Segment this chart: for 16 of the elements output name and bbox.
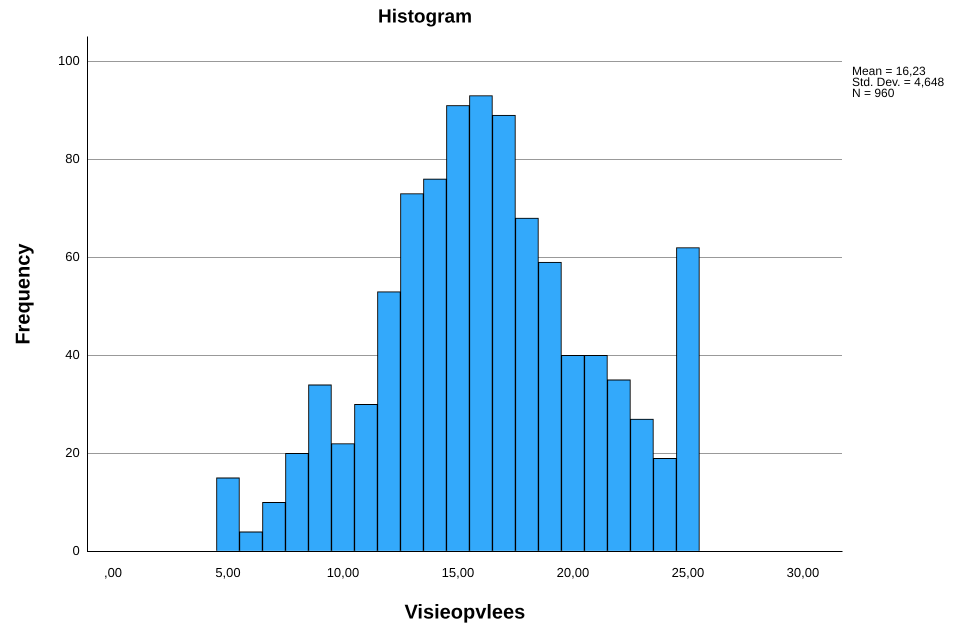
x-tick-label: 15,00 bbox=[442, 564, 474, 580]
x-tick-label: 25,00 bbox=[672, 564, 704, 580]
y-axis-title: Frequency bbox=[12, 242, 35, 345]
y-tick-label: 0 bbox=[72, 542, 80, 558]
x-axis-title: Visieopvlees bbox=[404, 602, 526, 624]
y-tick-label: 60 bbox=[65, 248, 80, 264]
x-tick-label: ,00 bbox=[104, 564, 122, 580]
y-tick-label: 100 bbox=[58, 52, 80, 68]
x-tick-label: 20,00 bbox=[556, 564, 590, 580]
x-tick-label: 5,00 bbox=[215, 564, 241, 580]
x-tick-label: 30,00 bbox=[786, 564, 820, 580]
y-tick-label: 80 bbox=[65, 150, 80, 166]
y-tick-label: 20 bbox=[65, 444, 80, 460]
x-tick-label: 10,00 bbox=[326, 564, 360, 580]
chart-title: Histogram bbox=[378, 6, 472, 28]
y-tick-label: 40 bbox=[65, 346, 80, 362]
